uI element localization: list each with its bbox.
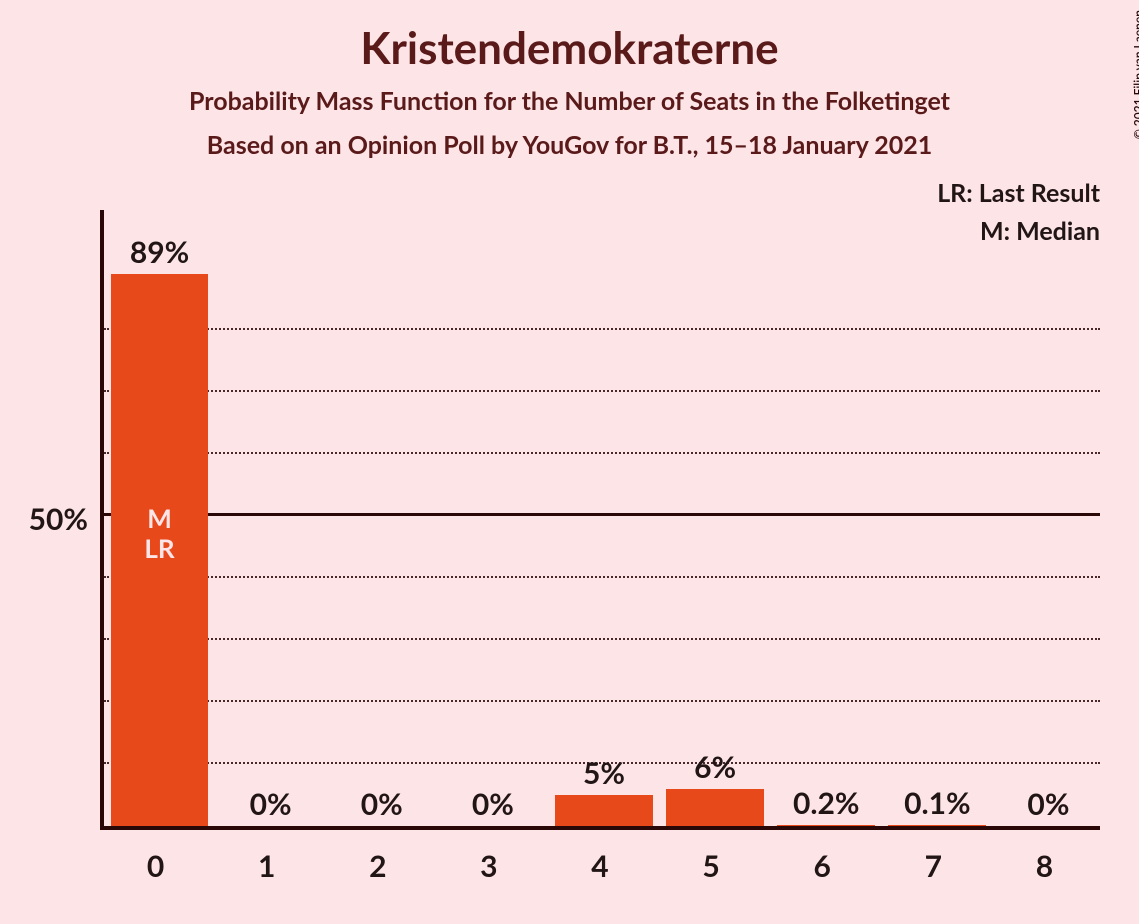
- y-tick-label: 50%: [29, 501, 88, 537]
- grid-line: [104, 328, 1100, 330]
- bar: [888, 825, 986, 826]
- plot-area: 89%0%0%0%5%6%0.2%0.1%0%MLR: [100, 210, 1100, 830]
- bar-value-label: 0%: [993, 786, 1104, 822]
- copyright-notice: © 2021 Filip van Laenen: [1131, 10, 1139, 139]
- grid-line-50: [104, 513, 1100, 516]
- x-tick-label: 6: [767, 848, 878, 884]
- x-tick-label: 7: [878, 848, 989, 884]
- bar: [555, 795, 653, 826]
- x-tick-label: 0: [100, 848, 211, 884]
- grid-line: [104, 576, 1100, 578]
- x-tick-label: 8: [989, 848, 1100, 884]
- x-tick-label: 2: [322, 848, 433, 884]
- bar-marker-group: MLR: [111, 504, 209, 564]
- x-tick-label: 5: [656, 848, 767, 884]
- bar-value-label: 0%: [215, 786, 326, 822]
- grid-line: [104, 638, 1100, 640]
- bar-marker-label: LR: [111, 534, 209, 564]
- legend-lr: LR: Last Result: [937, 178, 1100, 208]
- bar-marker-label: M: [111, 504, 209, 534]
- bar-value-label: 89%: [104, 234, 215, 270]
- chart-subtitle-1: Probability Mass Function for the Number…: [0, 86, 1139, 116]
- x-tick-label: 3: [433, 848, 544, 884]
- bar: [666, 789, 764, 826]
- bar-value-label: 6%: [660, 749, 771, 785]
- bar-value-label: 0.2%: [771, 785, 882, 821]
- bar-value-label: 0%: [326, 786, 437, 822]
- chart-subtitle-2: Based on an Opinion Poll by YouGov for B…: [0, 130, 1139, 160]
- bar: [777, 825, 875, 826]
- bar-value-label: 0%: [437, 786, 548, 822]
- x-tick-label: 1: [211, 848, 322, 884]
- grid-line: [104, 700, 1100, 702]
- chart-title: Kristendemokraterne: [0, 22, 1139, 74]
- bar-value-label: 0.1%: [882, 785, 993, 821]
- grid-line: [104, 452, 1100, 454]
- bar-value-label: 5%: [548, 755, 659, 791]
- grid-line: [104, 390, 1100, 392]
- x-tick-label: 4: [544, 848, 655, 884]
